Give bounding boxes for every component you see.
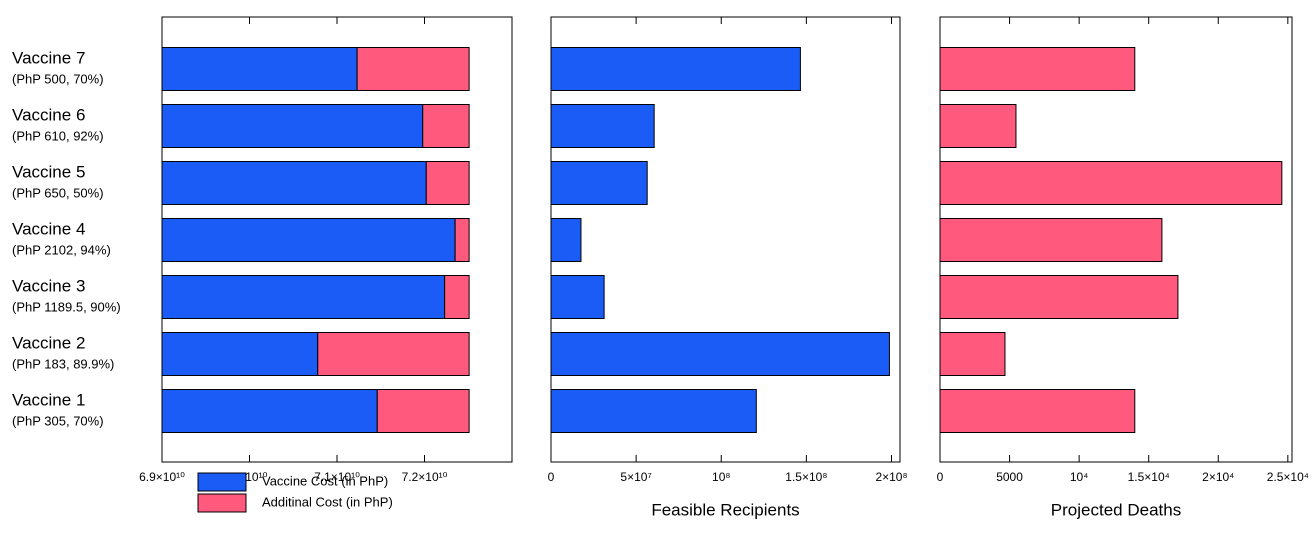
x-tick-label: 2×10⁸ [875,470,907,484]
x-tick-label: 5×10⁷ [620,470,651,484]
bar [550,104,655,148]
legend-label: Vaccine Cost (in PhP) [262,473,388,488]
bar [444,275,470,319]
bar [317,332,470,376]
bar [939,332,1006,376]
bar [939,389,1136,433]
bar [550,332,890,376]
category-label: Vaccine 4 [12,219,85,238]
bar [161,389,378,433]
category-label: Vaccine 6 [12,105,85,124]
bar [939,275,1179,319]
category-label: Vaccine 5 [12,162,85,181]
bar [425,161,470,205]
category-note: (PhP 610, 92%) [12,128,104,143]
bar [550,275,605,319]
bar [161,161,427,205]
category-note: (PhP 305, 70%) [12,413,104,428]
bar [454,218,470,262]
category-note: (PhP 500, 70%) [12,71,104,86]
x-axis-label: Projected Deaths [1051,500,1181,519]
category-note: (PhP 1189.5, 90%) [12,299,121,314]
bar [550,161,648,205]
x-tick-label: 6.9×10¹⁰ [139,470,185,484]
x-tick-label: 0 [937,470,944,484]
x-axis-label: Feasible Recipients [651,500,799,519]
x-tick-label: 1.5×10⁴ [1128,470,1170,484]
bar [356,47,470,91]
x-tick-label: 2×10⁴ [1202,470,1234,484]
legend-swatch [197,493,247,513]
x-tick-label: 7.1×10¹⁰ [314,470,360,484]
category-note: (PhP 2102, 94%) [12,242,111,257]
bar [550,47,801,91]
x-tick-label: 7.2×10¹⁰ [402,470,448,484]
bar [161,218,456,262]
x-tick-label: 5000 [996,470,1023,484]
category-label: Vaccine 3 [12,276,85,295]
bar [939,104,1017,148]
legend-swatch [197,472,247,492]
bar [939,47,1136,91]
x-tick-label: 10⁴ [1070,470,1089,484]
bar [161,332,319,376]
bar [161,275,446,319]
x-tick-label: 2.5×10⁴ [1267,470,1309,484]
bar [550,218,582,262]
bar [376,389,470,433]
category-label: Vaccine 2 [12,333,85,352]
bar [550,389,757,433]
bar [939,218,1163,262]
x-tick-label: 1.5×10⁸ [785,470,827,484]
category-label: Vaccine 1 [12,390,85,409]
x-tick-label: 10⁸ [712,470,730,484]
category-label: Vaccine 7 [12,48,85,67]
bar [161,104,424,148]
bar [161,47,358,91]
category-note: (PhP 650, 50%) [12,185,104,200]
bar [939,161,1283,205]
x-tick-label: 0 [548,470,555,484]
legend-label: Additinal Cost (in PhP) [262,494,393,509]
bar [422,104,470,148]
category-note: (PhP 183, 89.9%) [12,356,114,371]
